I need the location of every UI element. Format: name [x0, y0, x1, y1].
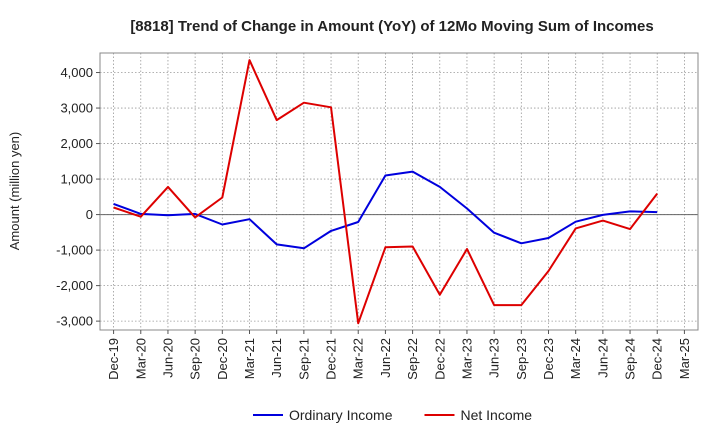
x-tick-label: Sep-20	[188, 338, 203, 380]
series-lines	[113, 59, 658, 325]
y-tick-label: 1,000	[60, 172, 93, 187]
legend-item: Net Income	[424, 407, 532, 423]
y-tick-label: 2,000	[60, 136, 93, 151]
x-tick-label: Sep-22	[405, 338, 420, 380]
x-tick-label: Mar-23	[459, 338, 474, 379]
x-axis-ticks: Dec-19 Mar-20 Jun-20 Sep-20 Dec-20 Mar-21 Jun-…	[106, 330, 692, 380]
x-tick-label: Mar-25	[677, 338, 692, 379]
y-axis-label: Amount (million yen)	[7, 132, 22, 251]
x-tick-label: Mar-22	[351, 338, 366, 379]
y-axis-ticks: -3,000 -2,000 -1,000 0 1,000 2,000 3,000 4,000	[56, 65, 100, 329]
x-tick-label: Jun-24	[595, 338, 610, 378]
series-line	[113, 59, 658, 325]
x-tick-label: Jun-21	[269, 338, 284, 378]
y-tick-label: -1,000	[56, 243, 93, 258]
x-tick-label: Sep-23	[514, 338, 529, 380]
series-line	[113, 170, 658, 250]
grid-lines	[100, 53, 698, 330]
x-tick-label: Dec-23	[541, 338, 556, 380]
x-tick-label: Dec-20	[215, 338, 230, 380]
x-tick-label: Dec-19	[106, 338, 121, 380]
y-tick-label: 4,000	[60, 65, 93, 80]
x-tick-label: Dec-21	[324, 338, 339, 380]
x-tick-label: Dec-22	[432, 338, 447, 380]
legend: Ordinary Income Net Income	[253, 407, 532, 423]
y-tick-label: -3,000	[56, 314, 93, 329]
legend-item: Ordinary Income	[253, 407, 393, 423]
legend-label: Net Income	[460, 407, 532, 423]
x-tick-label: Jun-20	[160, 338, 175, 378]
y-tick-label: 3,000	[60, 101, 93, 116]
x-tick-label: Mar-20	[133, 338, 148, 379]
x-tick-label: Jun-23	[487, 338, 502, 378]
y-tick-label: 0	[86, 207, 93, 222]
legend-label: Ordinary Income	[289, 407, 393, 423]
y-tick-label: -2,000	[56, 278, 93, 293]
x-tick-label: Mar-21	[242, 338, 257, 379]
x-tick-label: Jun-22	[378, 338, 393, 378]
x-tick-label: Dec-24	[650, 338, 665, 380]
chart-title: [8818] Trend of Change in Amount (YoY) o…	[130, 18, 653, 35]
x-tick-label: Sep-21	[296, 338, 311, 380]
x-tick-label: Mar-24	[568, 338, 583, 379]
x-tick-label: Sep-24	[623, 338, 638, 380]
plot-area-frame	[99, 52, 699, 331]
